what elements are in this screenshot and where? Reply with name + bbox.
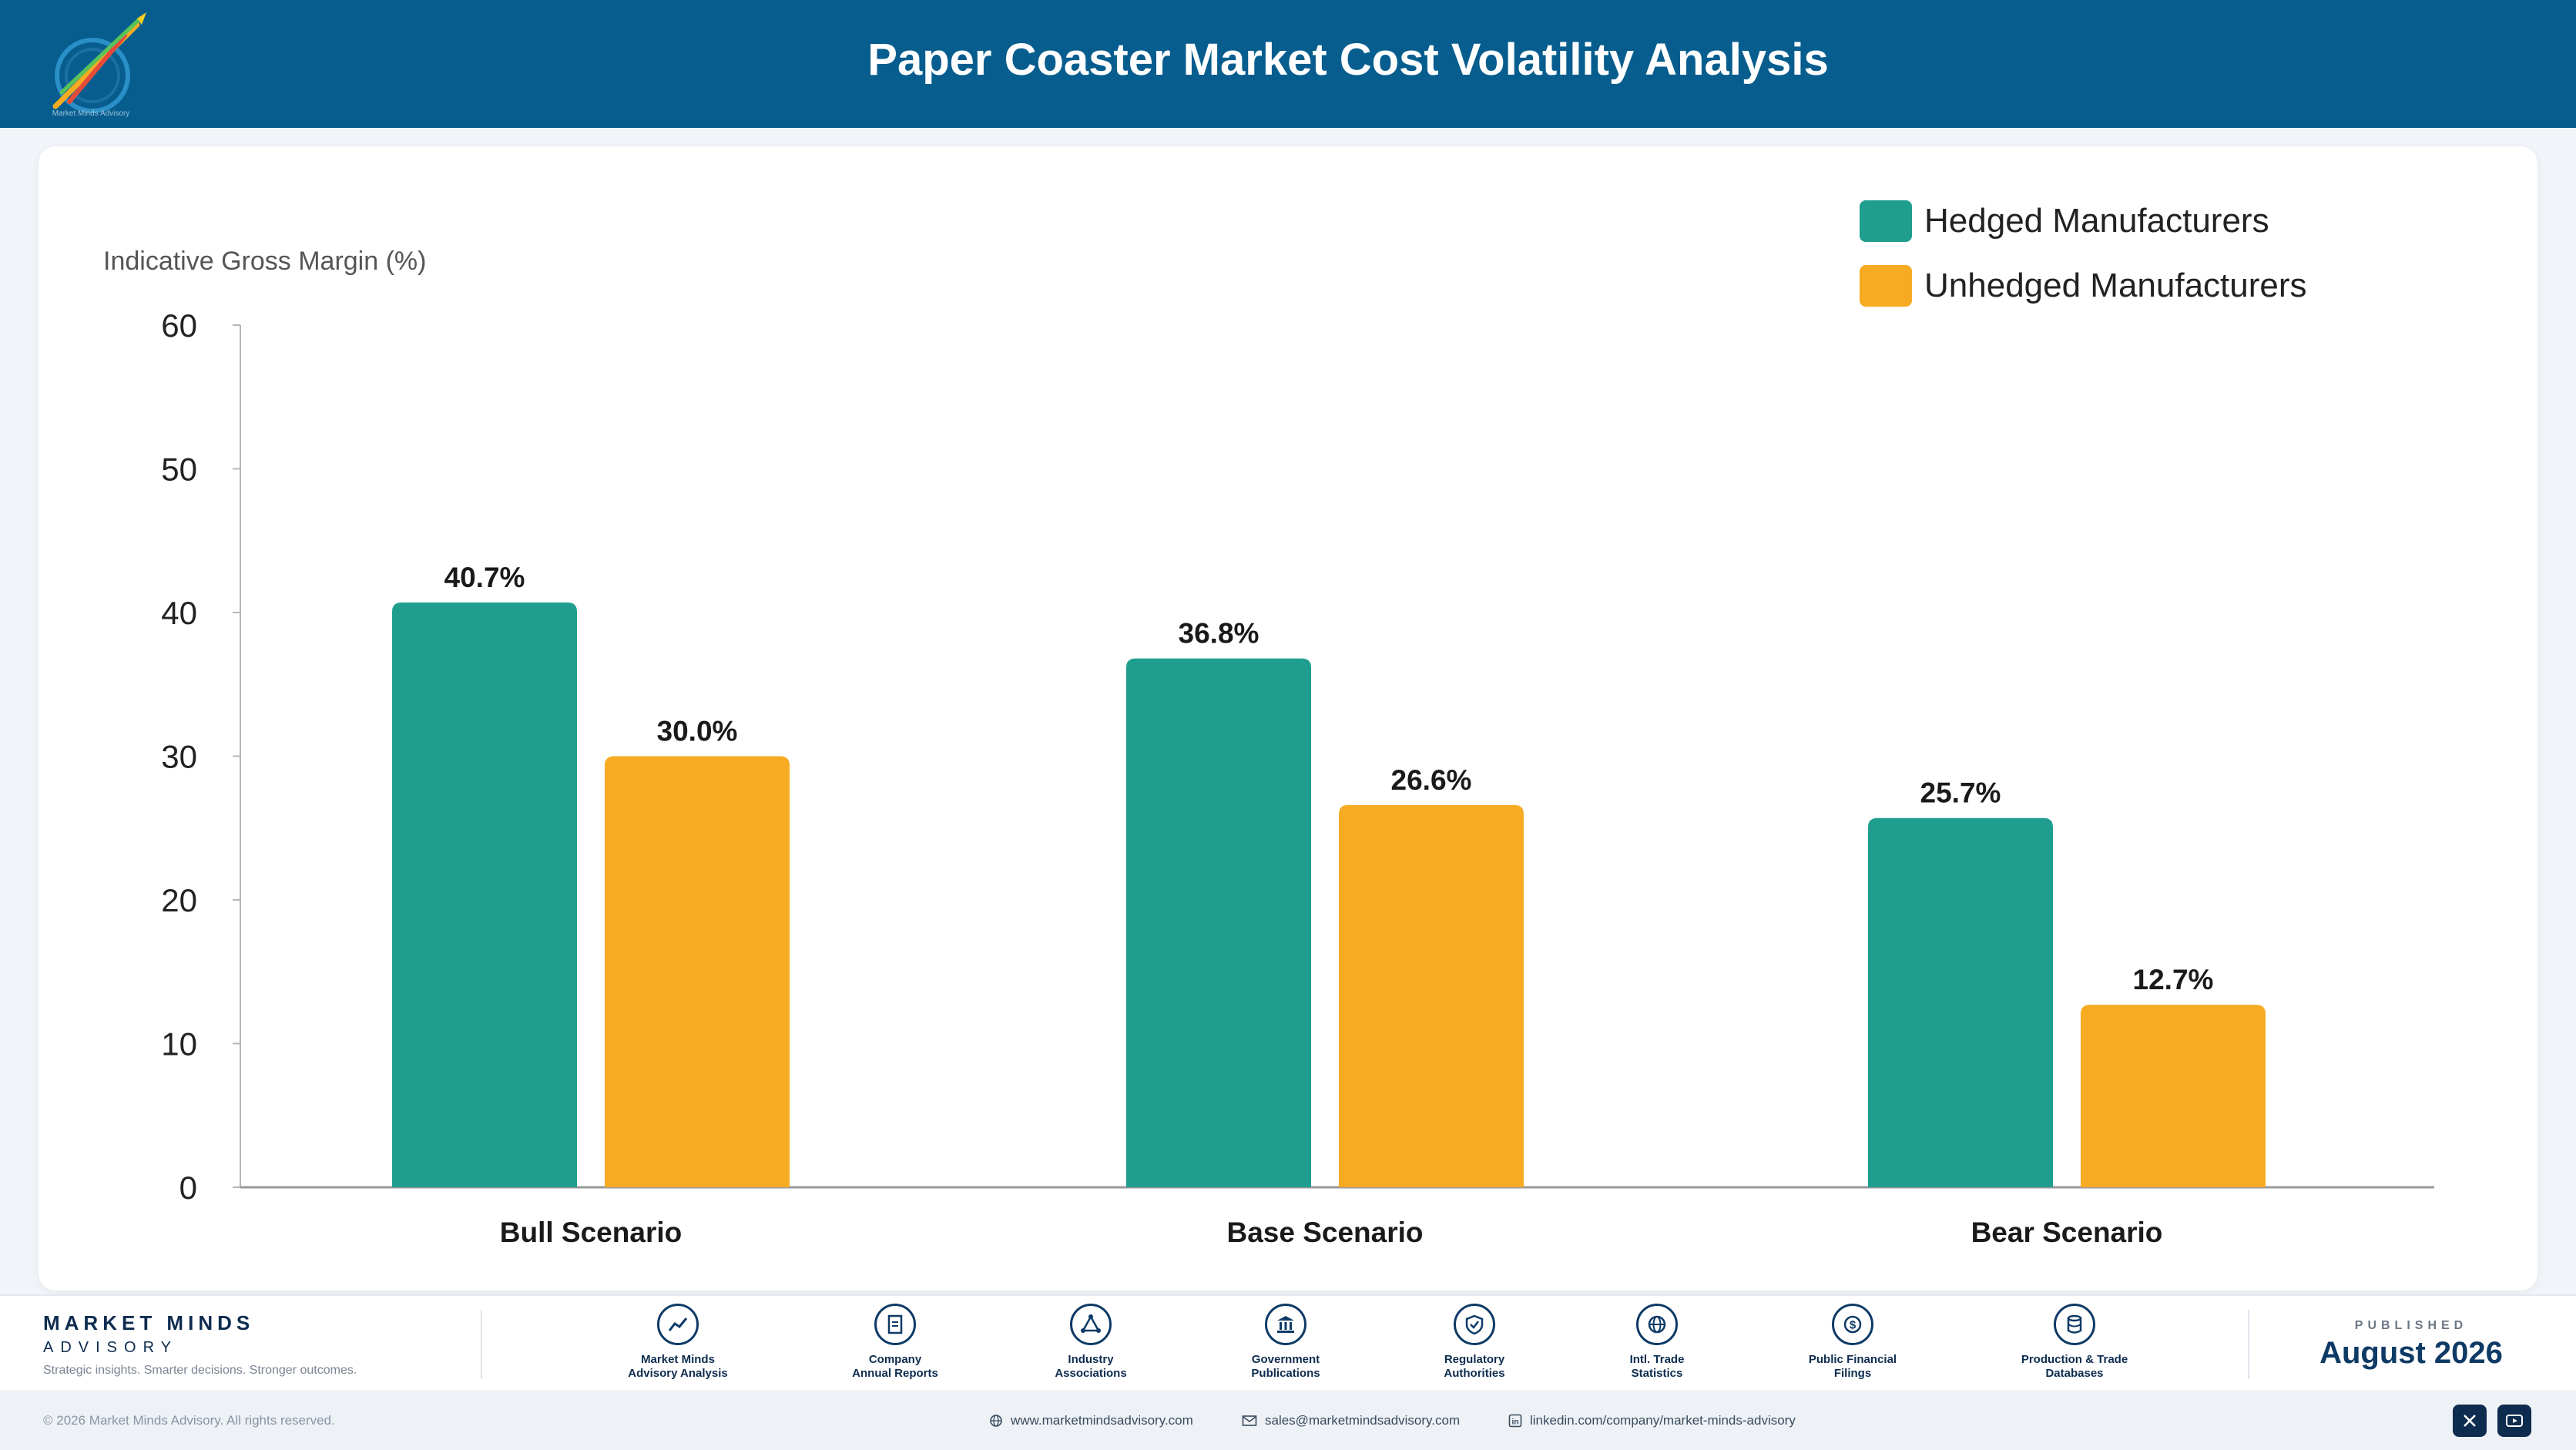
globe-icon [990,1415,1002,1427]
source-label: Company Annual Reports [852,1353,938,1380]
sources-list: Market Minds Advisory Analysis Company A… [585,1304,2172,1388]
bottom-bar: © 2026 Market Minds Advisory. All rights… [0,1390,2576,1450]
source-label: Government Publications [1251,1353,1320,1380]
chart-legend: Hedged Manufacturers Unhedged Manufactur… [1860,189,2307,318]
linkedin-link[interactable]: in linkedin.com/company/market-minds-adv… [1508,1413,1796,1428]
x-tick-label: Bull Scenario [500,1217,682,1248]
published-label: PUBLISHED [2354,1319,2468,1332]
y-tick-label: 30 [161,739,197,775]
source-item: Government Publications [1193,1304,1378,1381]
svg-text:$: $ [1850,1319,1857,1332]
page-title: Paper Coaster Market Cost Volatility Ana… [867,35,1829,85]
bar [1339,804,1524,1187]
shield-check-icon [1454,1304,1495,1345]
linkedin-text: linkedin.com/company/market-minds-adviso… [1530,1413,1796,1428]
linkedin-icon: in [1508,1414,1522,1428]
mail-icon [1242,1415,1257,1426]
legend-item-unhedged: Unhedged Manufacturers [1860,253,2307,318]
y-tick-label: 60 [161,307,197,344]
email-text: sales@marketmindsadvisory.com [1265,1413,1461,1428]
legend-swatch-unhedged [1860,265,1912,307]
bar [605,756,790,1187]
source-item: Company Annual Reports [803,1304,988,1381]
data-label: 26.6% [1391,764,1472,796]
footer: MARKET MINDS ADVISORY Strategic insights… [0,1294,2576,1390]
bar [2081,1005,2266,1187]
data-label: 36.8% [1179,618,1259,649]
published-date: August 2026 [2319,1336,2503,1370]
email-link[interactable]: sales@marketmindsadvisory.com [1242,1413,1460,1428]
divider [481,1310,482,1379]
brand-sub: ADVISORY [43,1339,178,1356]
data-label: 25.7% [1920,777,2001,809]
bar [1868,817,2053,1187]
source-label: Market Minds Advisory Analysis [628,1353,728,1380]
source-item: Industry Associations [998,1304,1183,1381]
y-tick-label: 10 [161,1026,197,1062]
bar [1126,658,1311,1187]
y-tick-label: 20 [161,882,197,918]
source-item: Market Minds Advisory Analysis [585,1304,770,1381]
data-label: 12.7% [2133,964,2214,995]
source-label: Intl. Trade Statistics [1629,1353,1685,1380]
source-label: Public Financial Filings [1808,1353,1897,1380]
dollar-coin-icon: $ [1832,1304,1873,1345]
x-tick-label: Base Scenario [1226,1217,1423,1248]
youtube-icon [2506,1415,2523,1427]
y-tick-label: 40 [161,595,197,631]
chart-line-icon [657,1304,699,1345]
website-text: www.marketmindsadvisory.com [1011,1413,1193,1428]
data-label: 40.7% [444,562,525,593]
y-tick-label: 50 [161,451,197,488]
logo-icon [52,12,146,113]
globe-icon [1636,1304,1678,1345]
svg-text:in: in [1512,1418,1519,1427]
copyright: © 2026 Market Minds Advisory. All rights… [43,1413,335,1428]
y-axis-label: Indicative Gross Margin (%) [103,247,426,276]
x-social-button[interactable] [2453,1405,2487,1437]
header: Market Minds Advisory Paper Coaster Mark… [0,0,2576,128]
database-icon [2054,1304,2095,1345]
source-label: Production & Trade Databases [2021,1353,2128,1380]
legend-label-unhedged: Unhedged Manufacturers [1924,267,2307,304]
bar-chart: Indicative Gross Margin (%) 0 10 20 30 40 50 60… [103,247,2434,1248]
divider [2248,1310,2249,1379]
network-icon [1070,1304,1112,1345]
source-item: $ Public Financial Filings [1760,1304,1945,1381]
brand-tagline: Strategic insights. Smarter decisions. S… [43,1364,357,1377]
data-label: 30.0% [657,716,738,747]
source-label: Regulatory Authorities [1444,1353,1505,1380]
source-label: Industry Associations [1055,1353,1127,1380]
bar [392,602,577,1187]
government-building-icon [1265,1304,1306,1345]
logo-text: Market Minds Advisory [52,109,130,118]
brand-name: MARKET MINDS [43,1311,255,1334]
website-link[interactable]: www.marketmindsadvisory.com [989,1413,1193,1428]
youtube-social-button[interactable] [2497,1405,2531,1437]
source-item: Production & Trade Databases [1982,1304,2167,1381]
legend-label-hedged: Hedged Manufacturers [1924,202,2269,240]
x-tick-label: Bear Scenario [1971,1217,2163,1248]
legend-item-hedged: Hedged Manufacturers [1860,189,2307,253]
y-tick-label: 0 [179,1170,197,1206]
source-item: Intl. Trade Statistics [1565,1304,1749,1381]
source-item: Regulatory Authorities [1382,1304,1567,1381]
x-icon [2464,1415,2476,1427]
legend-swatch-hedged [1860,200,1912,242]
document-icon [874,1304,916,1345]
